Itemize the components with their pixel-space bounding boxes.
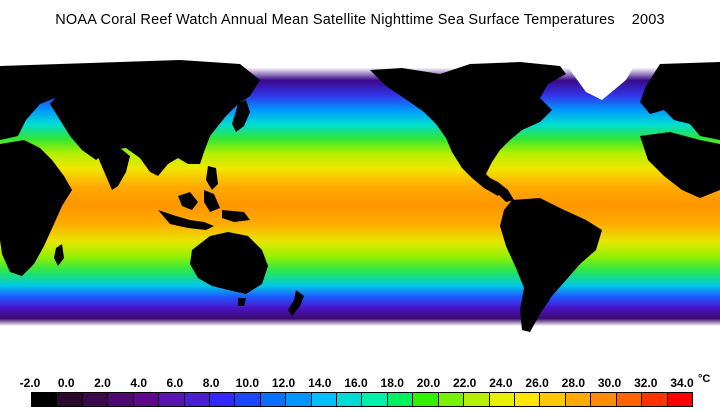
madagascar (54, 244, 64, 266)
legend-tick-label: 26.0 (525, 376, 549, 390)
central-america (486, 176, 514, 202)
legend-swatch (642, 393, 668, 406)
legend-tick-label: 10.0 (235, 376, 260, 390)
japan (232, 100, 250, 132)
legend-swatch (260, 393, 287, 406)
legend-swatch (82, 393, 109, 406)
indonesia (158, 190, 250, 230)
antarctica (0, 336, 720, 370)
legend-swatch (489, 393, 516, 406)
sst-world-map (0, 40, 720, 370)
legend-tick-label: 12.0 (271, 376, 296, 390)
legend-swatch (337, 393, 363, 406)
legend-swatch (159, 393, 185, 406)
legend-swatch (235, 393, 261, 406)
legend-swatch (184, 393, 210, 406)
legend-swatch (362, 393, 388, 406)
legend-swatch (133, 393, 160, 406)
legend-tick-label: 8.0 (202, 376, 220, 390)
asia (50, 60, 260, 176)
north-america (370, 62, 566, 196)
legend-swatch (464, 393, 490, 406)
legend-tick-label: 2.0 (94, 376, 111, 390)
arctic-ice (0, 40, 720, 70)
australia (190, 232, 268, 294)
legend-tick-label: 28.0 (561, 376, 586, 390)
legend-tick-labels: -2.0 0.0 2.0 4.0 6.0 8.0 10.0 12.0 14.0 16.0 18.0 2… (0, 376, 720, 392)
legend-swatch (438, 393, 465, 406)
legend-tick-label: -2.0 (19, 376, 41, 390)
legend-unit: °C (698, 373, 711, 385)
color-legend-bar (31, 392, 693, 407)
legend-tick-label: 30.0 (597, 376, 622, 390)
philippines (206, 166, 218, 190)
legend-tick-label: 6.0 (166, 376, 184, 390)
legend-swatch (286, 393, 312, 406)
legend-swatch (108, 393, 134, 406)
africa (0, 140, 72, 276)
legend-swatch (616, 393, 643, 406)
legend-swatch (413, 393, 439, 406)
legend-tick-label: 18.0 (380, 376, 404, 390)
legend-tick-label: 4.0 (130, 376, 147, 390)
europe-east (640, 62, 720, 140)
legend-swatch (515, 393, 541, 406)
tasmania (238, 298, 246, 306)
legend-swatch (591, 393, 617, 406)
new-zealand (288, 290, 304, 316)
legend-tick-label: 22.0 (452, 376, 477, 390)
legend-swatch (209, 393, 236, 406)
legend-swatch (565, 393, 592, 406)
legend-tick-label: 0.0 (57, 376, 75, 390)
legend-tick-label: 24.0 (489, 376, 513, 390)
map-title: NOAA Coral Reef Watch Annual Mean Satell… (55, 12, 665, 28)
greenland-ice (556, 44, 640, 100)
legend-tick-label: 34.0 (670, 376, 694, 390)
south-america (500, 198, 602, 332)
legend-swatch (540, 393, 566, 406)
legend-swatch (387, 393, 414, 406)
legend-tick-label: 32.0 (634, 376, 658, 390)
legend-swatch (57, 393, 83, 406)
legend-tick-label: 20.0 (416, 376, 441, 390)
india (96, 148, 130, 190)
legend-tick-label: 14.0 (308, 376, 332, 390)
africa-west (640, 132, 720, 198)
legend-swatch (667, 393, 693, 406)
legend-swatch (311, 393, 338, 406)
legend-tick-label: 16.0 (344, 376, 368, 390)
legend-swatch (32, 393, 58, 406)
